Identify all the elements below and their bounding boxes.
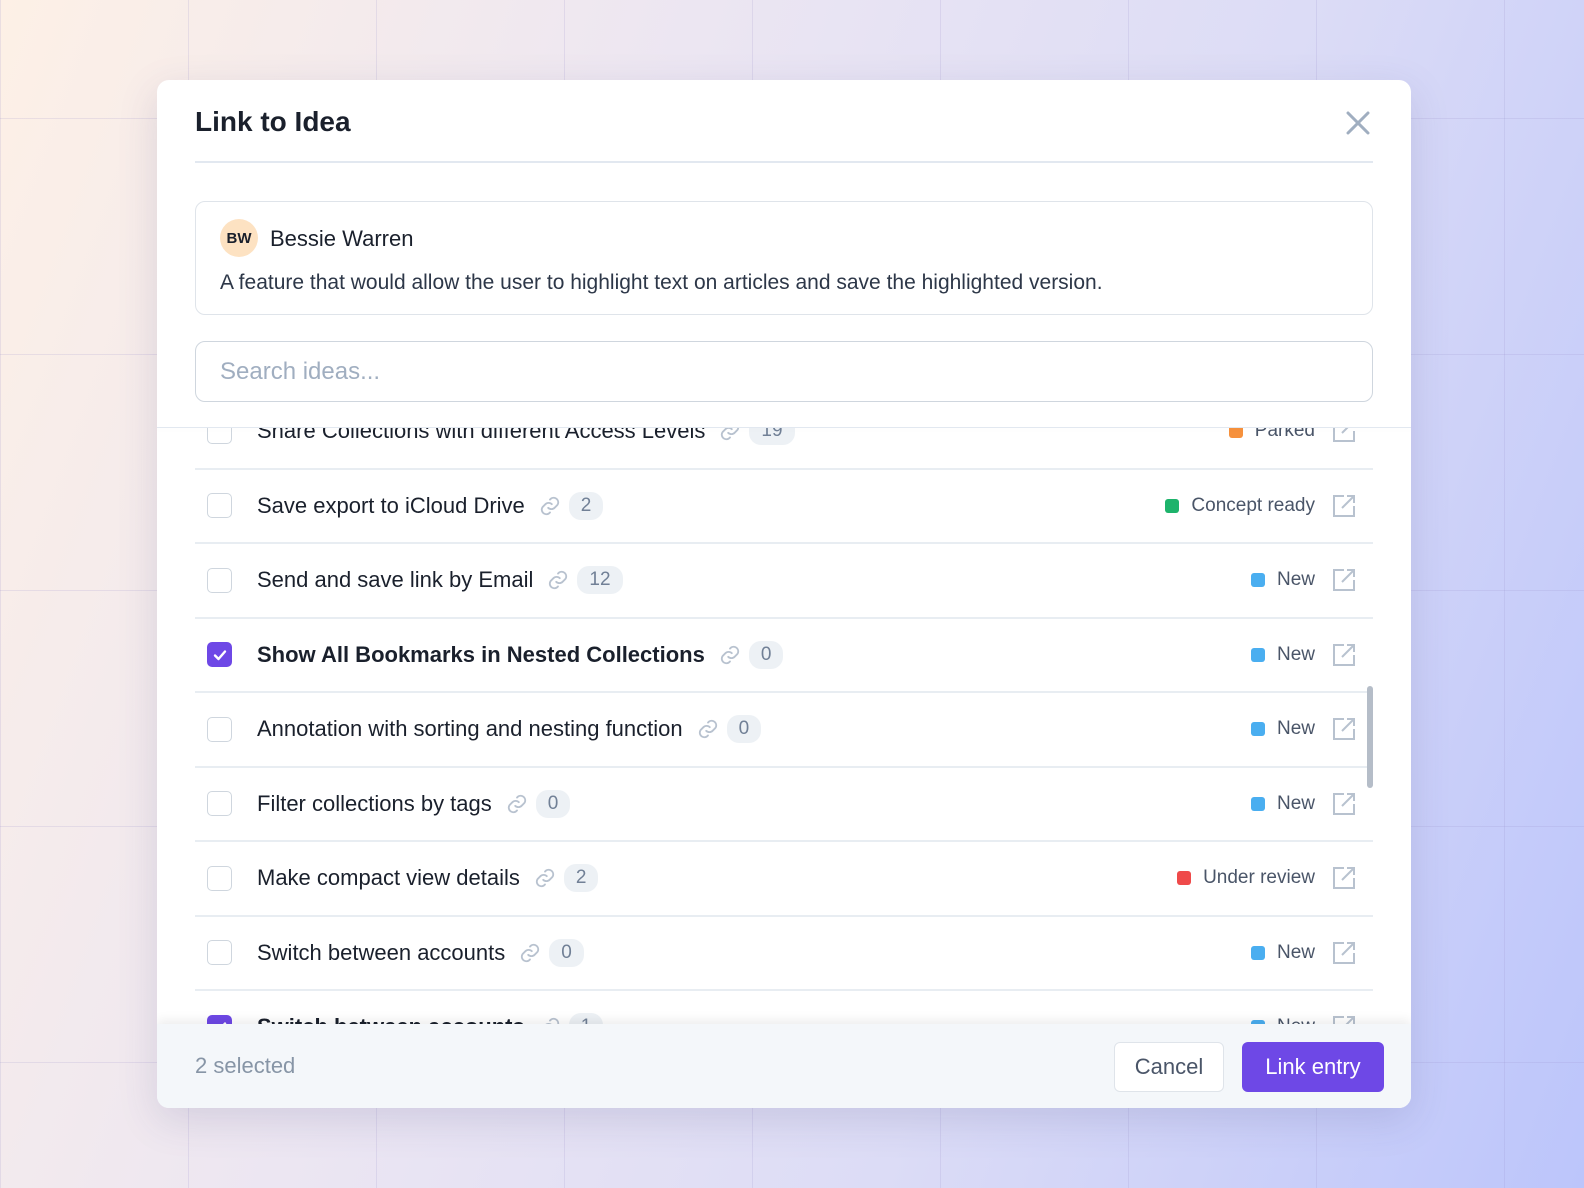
status-dot [1250, 573, 1265, 588]
idea-row[interactable]: Switch between accounts 1 New [195, 991, 1373, 1024]
link-icon [521, 943, 540, 962]
status-label: New [1276, 718, 1315, 740]
link-count-badge: 0 [535, 789, 571, 818]
idea-checkbox[interactable] [207, 791, 232, 817]
link-count-badge: 0 [748, 640, 784, 669]
link-to-idea-dialog: Link to Idea BW Bessie Warren A feature … [157, 80, 1411, 1108]
external-link-icon[interactable] [1331, 865, 1357, 891]
external-link-icon[interactable] [1331, 1014, 1357, 1024]
entry-text: A feature that would allow the user to h… [220, 271, 1103, 294]
external-link-icon[interactable] [1331, 428, 1357, 444]
idea-title: Make compact view details [257, 865, 520, 891]
status-badge: New [1250, 792, 1315, 815]
external-link-icon[interactable] [1331, 791, 1357, 817]
link-icon [535, 869, 555, 888]
external-link-icon[interactable] [1331, 642, 1357, 668]
dialog-footer: 2 selected Cancel Link entry [157, 1024, 1411, 1108]
link-count-badge: 19 [749, 428, 795, 446]
status-dot [1250, 647, 1265, 662]
status-badge: New [1250, 569, 1315, 591]
idea-row[interactable]: Send and save link by Email 12 New [195, 544, 1373, 619]
link-icon [549, 571, 568, 590]
idea-checkbox[interactable] [207, 642, 232, 668]
link-count-badge: 2 [563, 864, 599, 893]
status-dot [1228, 428, 1243, 439]
close-icon[interactable] [1343, 108, 1373, 138]
check-icon [213, 650, 226, 660]
link-entry-button[interactable]: Link entry [1242, 1042, 1384, 1092]
dialog-title: Link to Idea [195, 106, 351, 137]
external-link-icon[interactable] [1331, 940, 1357, 966]
link-icon [545, 1018, 559, 1024]
idea-title: Switch between accounts [257, 939, 506, 965]
link-count-badge: 12 [577, 566, 623, 595]
status-label: New [1276, 643, 1315, 665]
idea-title: Share Collections with different Access … [257, 428, 706, 444]
status-label: Parked [1254, 428, 1315, 442]
idea-row[interactable]: Make compact view details 2 Under review [195, 842, 1373, 917]
avatar: BW [220, 219, 258, 257]
link-count-badge: 0 [726, 715, 762, 744]
idea-row[interactable]: Save export to iCloud Drive 2 Concept re… [195, 470, 1373, 544]
idea-checkbox[interactable] [207, 865, 232, 891]
external-link-icon[interactable] [1331, 493, 1357, 519]
status-dot [1165, 498, 1180, 513]
idea-checkbox[interactable] [207, 716, 232, 742]
status-dot [1250, 796, 1265, 811]
link-icon [507, 794, 526, 813]
selected-count: 2 selected [195, 1053, 296, 1078]
status-label: New [1276, 569, 1315, 591]
status-label: New [1276, 941, 1315, 963]
status-dot [1250, 945, 1265, 960]
search-input[interactable] [195, 341, 1373, 402]
status-label: New [1276, 792, 1315, 814]
idea-row[interactable]: Share Collections with different Access … [195, 428, 1373, 470]
entry-author: Bessie Warren [270, 226, 414, 251]
status-label: Under review [1203, 867, 1315, 889]
header-divider [195, 161, 1373, 163]
status-badge: Under review [1177, 867, 1315, 889]
idea-row[interactable]: Show All Bookmarks in Nested Collections… [195, 619, 1373, 693]
external-link-icon[interactable] [1331, 567, 1357, 593]
idea-title: Save export to iCloud Drive [257, 492, 525, 518]
link-count-badge: 2 [568, 491, 604, 520]
idea-row[interactable]: Annotation with sorting and nesting func… [195, 693, 1373, 768]
idea-row[interactable]: Filter collections by tags 0 New [195, 768, 1373, 842]
link-count-badge: 0 [549, 938, 584, 967]
status-badge: New [1250, 718, 1315, 740]
external-link-icon[interactable] [1331, 716, 1357, 742]
link-icon [698, 720, 717, 739]
idea-title: Show All Bookmarks in Nested Collections [257, 641, 705, 667]
status-badge: Concept ready [1165, 495, 1315, 517]
status-label: New [1277, 1016, 1315, 1024]
idea-title: Filter collections by tags [257, 790, 492, 816]
cancel-button[interactable]: Cancel [1114, 1042, 1224, 1092]
idea-checkbox[interactable] [207, 428, 232, 444]
idea-checkbox[interactable] [207, 940, 232, 966]
idea-title: Send and save link by Email [257, 567, 534, 593]
status-badge: New [1250, 941, 1315, 964]
scrollbar[interactable] [1367, 686, 1373, 788]
idea-checkbox[interactable] [207, 1014, 232, 1024]
idea-title: Annotation with sorting and nesting func… [257, 716, 683, 742]
search-divider [157, 427, 1411, 428]
status-badge: New [1250, 643, 1315, 666]
link-icon [540, 496, 559, 515]
link-icon [720, 645, 739, 664]
idea-checkbox[interactable] [207, 567, 232, 593]
status-dot [1250, 1020, 1265, 1024]
status-badge: Parked [1228, 428, 1315, 442]
idea-row[interactable]: Switch between accounts 0 New [195, 917, 1373, 991]
idea-title: Switch between accounts [257, 1014, 525, 1024]
ideas-list: Share Collections with different Access … [157, 428, 1411, 1024]
link-count-badge: 1 [568, 1013, 604, 1024]
status-dot [1177, 871, 1192, 886]
status-badge: New [1250, 1016, 1315, 1024]
idea-checkbox[interactable] [207, 493, 232, 519]
link-icon [721, 428, 740, 441]
entry-card: BW Bessie Warren A feature that would al… [195, 201, 1373, 315]
status-dot [1250, 722, 1265, 737]
status-label: Concept ready [1191, 494, 1315, 516]
